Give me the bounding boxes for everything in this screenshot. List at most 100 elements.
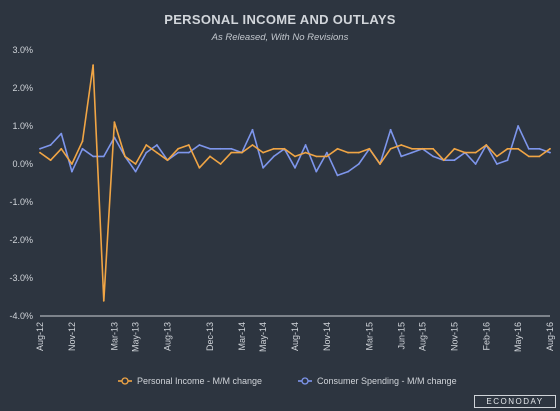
data-point bbox=[92, 155, 95, 158]
x-tick-label: May-16 bbox=[513, 322, 523, 352]
data-point bbox=[209, 155, 211, 158]
data-point bbox=[145, 144, 148, 146]
data-point bbox=[145, 151, 148, 154]
legend-marker bbox=[121, 377, 129, 385]
chart-subtitle: As Released, With No Revisions bbox=[211, 32, 349, 43]
data-point bbox=[294, 166, 296, 169]
y-tick-label: -3.0% bbox=[9, 273, 33, 283]
x-tick-label: Feb-16 bbox=[481, 322, 491, 351]
x-tick-label: Jun-15 bbox=[396, 322, 406, 350]
data-point bbox=[251, 128, 254, 131]
x-tick-label: Dec-13 bbox=[205, 322, 215, 351]
data-point bbox=[527, 147, 530, 150]
data-point bbox=[357, 163, 360, 165]
data-point bbox=[389, 128, 392, 131]
x-tick-label: Aug-15 bbox=[418, 322, 428, 351]
series-0 bbox=[39, 64, 551, 302]
data-point bbox=[474, 151, 477, 154]
data-point bbox=[166, 159, 169, 162]
data-point bbox=[538, 147, 541, 150]
data-point bbox=[527, 155, 530, 158]
data-point bbox=[272, 155, 275, 158]
y-tick-label: 2.0% bbox=[12, 83, 33, 93]
data-point bbox=[549, 147, 551, 150]
data-point bbox=[517, 147, 520, 150]
data-point bbox=[410, 147, 413, 150]
x-tick-label: Nov-14 bbox=[322, 322, 332, 351]
data-point bbox=[432, 147, 435, 150]
x-tick-label: Aug-16 bbox=[545, 322, 555, 351]
data-point bbox=[272, 147, 275, 150]
data-point bbox=[325, 151, 328, 154]
data-point bbox=[262, 151, 265, 154]
x-tick-label: May-13 bbox=[131, 322, 141, 352]
data-point bbox=[187, 144, 190, 146]
legend: Personal Income - M/M change Consumer Spe… bbox=[118, 376, 457, 386]
data-point bbox=[495, 155, 498, 158]
y-tick-label: -1.0% bbox=[9, 197, 33, 207]
data-point bbox=[230, 151, 233, 154]
x-tick-label: Aug-13 bbox=[163, 322, 173, 351]
data-point bbox=[70, 163, 73, 165]
data-point bbox=[294, 155, 296, 158]
data-point bbox=[70, 170, 73, 173]
x-tick-label: Nov-15 bbox=[449, 322, 459, 351]
data-point bbox=[304, 144, 307, 146]
x-axis: Aug-12 Nov-12 Mar-13 May-13 Aug-13 Dec-13 Mar-… bbox=[35, 322, 555, 352]
data-point bbox=[432, 155, 435, 158]
data-point bbox=[39, 151, 41, 154]
data-point bbox=[453, 159, 456, 162]
legend-label: Consumer Spending - M/M change bbox=[317, 376, 457, 386]
econoday-logo: ECONODAY bbox=[474, 395, 556, 408]
data-point bbox=[219, 163, 222, 165]
data-point bbox=[113, 121, 116, 124]
data-point bbox=[49, 159, 52, 162]
data-point bbox=[336, 147, 339, 150]
data-point bbox=[400, 155, 403, 158]
y-axis: 3.0% 2.0% 1.0% 0.0% -1.0% -2.0% -3.0% -4.0% bbox=[9, 45, 550, 321]
data-point bbox=[506, 147, 509, 150]
data-point bbox=[39, 147, 41, 150]
data-point bbox=[283, 147, 286, 150]
y-tick-label: -4.0% bbox=[9, 311, 33, 321]
chart-title: PERSONAL INCOME AND OUTLAYS bbox=[164, 12, 396, 27]
data-point bbox=[60, 147, 63, 150]
data-point bbox=[262, 166, 265, 169]
data-point bbox=[495, 163, 498, 165]
data-point bbox=[198, 166, 201, 169]
data-point bbox=[81, 140, 84, 143]
data-point bbox=[347, 151, 350, 154]
x-tick-label: May-14 bbox=[258, 322, 268, 352]
data-point bbox=[102, 155, 105, 158]
y-tick-label: 1.0% bbox=[12, 121, 33, 131]
data-point bbox=[134, 163, 137, 165]
x-tick-label: Aug-12 bbox=[35, 322, 45, 351]
data-point bbox=[389, 147, 392, 150]
data-point bbox=[219, 147, 222, 150]
data-point bbox=[336, 174, 339, 177]
data-point bbox=[549, 151, 551, 154]
data-point bbox=[198, 144, 201, 146]
data-point bbox=[230, 147, 233, 150]
data-point bbox=[304, 151, 307, 154]
data-point bbox=[240, 151, 243, 154]
data-point bbox=[453, 147, 456, 150]
data-point bbox=[315, 155, 318, 158]
data-point bbox=[102, 299, 105, 302]
data-point bbox=[251, 144, 254, 146]
data-point bbox=[421, 147, 424, 150]
data-point bbox=[209, 147, 211, 150]
data-point bbox=[400, 144, 403, 146]
data-point bbox=[379, 163, 381, 165]
x-tick-label: Mar-14 bbox=[237, 322, 247, 351]
data-point bbox=[442, 159, 445, 162]
data-point bbox=[315, 170, 318, 173]
y-tick-label: -2.0% bbox=[9, 235, 33, 245]
x-tick-label: Mar-13 bbox=[109, 322, 119, 351]
data-point bbox=[187, 151, 190, 154]
data-point bbox=[357, 151, 360, 154]
data-point bbox=[506, 159, 509, 162]
data-point bbox=[325, 155, 328, 158]
data-point bbox=[60, 132, 63, 135]
x-tick-label: Nov-12 bbox=[67, 322, 77, 351]
